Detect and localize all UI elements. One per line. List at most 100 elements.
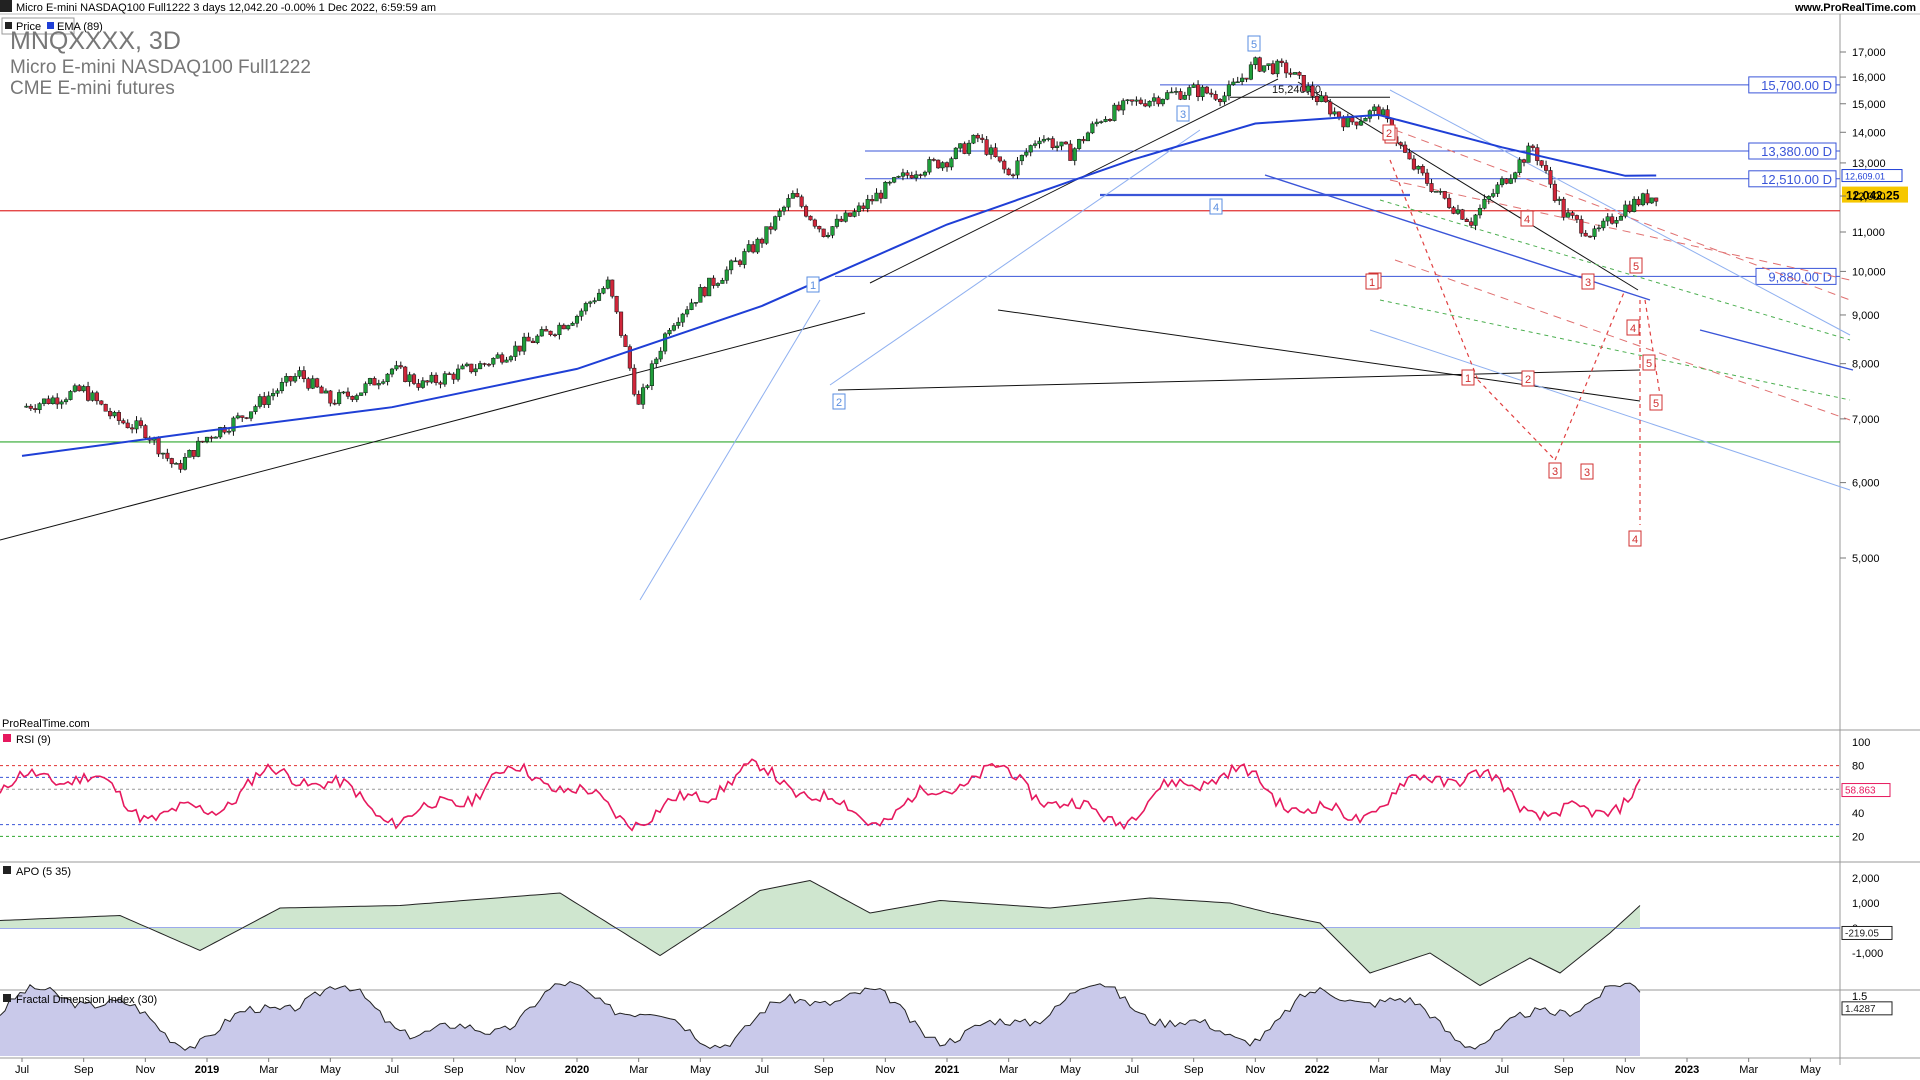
candle-body xyxy=(41,398,47,404)
candle-body xyxy=(1275,60,1280,75)
x-tick-label: May xyxy=(1430,1064,1451,1076)
wave-label-red xyxy=(1521,370,1535,387)
candle-body xyxy=(174,463,179,465)
candle-body xyxy=(1345,117,1350,128)
legend-ema: EMA (89) xyxy=(57,21,103,33)
candle-body xyxy=(1486,196,1491,200)
y-tick-label: 12,000 xyxy=(1852,191,1886,203)
wave-label-red-text: 5 xyxy=(1633,261,1639,273)
candle-body xyxy=(235,415,240,419)
candle-body xyxy=(790,193,795,199)
candle-body xyxy=(526,336,531,342)
trend-line xyxy=(1644,299,1661,396)
candle-body xyxy=(108,410,113,417)
candle-body xyxy=(209,436,214,439)
candle-body xyxy=(883,181,888,199)
y-tick-label: 17,000 xyxy=(1852,47,1886,59)
candle-body xyxy=(464,363,469,367)
candle-body xyxy=(1015,160,1020,176)
candle-body xyxy=(284,376,289,383)
rsi-tick-label: 40 xyxy=(1852,808,1864,820)
candle-body xyxy=(1530,145,1535,148)
candle-body xyxy=(1605,216,1610,222)
candle-body xyxy=(1270,63,1276,75)
x-tick-label: Sep xyxy=(444,1064,464,1076)
candle-body xyxy=(914,174,919,179)
candle-body xyxy=(323,390,328,394)
trend-line xyxy=(837,369,1641,391)
y-tick-label: 6,000 xyxy=(1852,478,1880,490)
candle-body xyxy=(1262,65,1267,72)
candle-body xyxy=(310,378,315,389)
wave-label-blue-text: 1 xyxy=(810,280,816,292)
candle-body xyxy=(1579,219,1584,234)
candle-body xyxy=(834,218,839,227)
legend-price: Price xyxy=(16,21,41,33)
candle-body xyxy=(1442,191,1447,199)
trend-line xyxy=(639,299,821,601)
candle-body xyxy=(337,392,342,405)
candle-body xyxy=(1094,121,1099,125)
candle-body xyxy=(698,287,703,303)
candle-body xyxy=(1319,95,1324,102)
candle-body xyxy=(1583,232,1588,237)
candle-body xyxy=(486,363,491,366)
candle-body xyxy=(389,368,395,375)
wave-label-red-text: 4 xyxy=(1630,323,1636,335)
wave-label-red-text: 3 xyxy=(1585,277,1591,289)
candle-body xyxy=(909,175,914,179)
candle-body xyxy=(143,425,148,439)
candle-body xyxy=(1182,94,1187,100)
candle-body xyxy=(953,147,958,159)
candle-body xyxy=(1328,101,1333,115)
candle-body xyxy=(803,206,809,217)
candle-body xyxy=(279,382,284,392)
candle-body xyxy=(1090,123,1095,134)
candle-body xyxy=(1173,91,1179,93)
x-tick-label: Mar xyxy=(1369,1064,1388,1076)
instrument-line: Micro E-mini NASDAQ100 Full1222 3 days 1… xyxy=(16,2,436,14)
candle-body xyxy=(134,420,139,430)
candle-body xyxy=(1165,92,1170,100)
candle-body xyxy=(121,420,126,424)
wave-label-red-text: 2 xyxy=(1525,374,1531,386)
candle-body xyxy=(328,390,333,404)
candle-body xyxy=(1063,141,1068,145)
candle-body xyxy=(332,402,337,405)
candle-body xyxy=(1037,140,1042,145)
candle-body xyxy=(786,198,791,208)
candle-body xyxy=(354,395,359,400)
candle-body xyxy=(1521,159,1527,163)
trend-line xyxy=(1389,179,1851,281)
candle-body xyxy=(411,374,417,384)
instrument-name: Micro E-mini NASDAQ100 Full1222 xyxy=(10,57,311,78)
candle-body xyxy=(504,359,509,363)
candle-body xyxy=(55,397,60,405)
candle-body xyxy=(425,380,430,383)
candle-body xyxy=(182,457,188,470)
x-tick-label: Sep xyxy=(1184,1064,1204,1076)
top-bar: Micro E-mini NASDAQ100 Full1222 3 days 1… xyxy=(0,0,1916,14)
candle-body xyxy=(1425,172,1430,184)
x-tick-label: Jul xyxy=(385,1064,399,1076)
candle-body xyxy=(905,172,910,176)
x-tick-label: Nov xyxy=(1246,1064,1266,1076)
candle-body xyxy=(429,374,434,383)
exchange-name: CME E-mini futures xyxy=(10,78,175,99)
candle-body xyxy=(993,147,998,157)
candle-body xyxy=(764,226,769,244)
candle-body xyxy=(1107,119,1113,121)
candle-body xyxy=(988,147,994,155)
candle-body xyxy=(971,134,976,144)
candle-body xyxy=(433,374,439,383)
candle-body xyxy=(671,325,676,331)
candle-body xyxy=(1363,118,1368,122)
candle-body xyxy=(922,171,928,176)
candle-body xyxy=(1235,81,1240,84)
candle-body xyxy=(1623,204,1628,217)
candle-body xyxy=(1627,204,1632,212)
candle-body xyxy=(1381,109,1386,116)
trend-line xyxy=(1379,199,1851,341)
candle-body xyxy=(768,226,773,230)
wave-label-red-text: 3 xyxy=(1552,466,1558,478)
